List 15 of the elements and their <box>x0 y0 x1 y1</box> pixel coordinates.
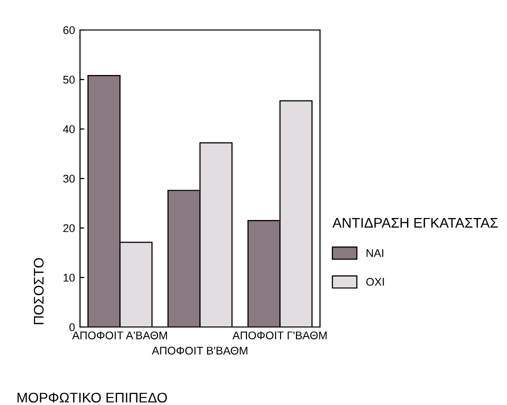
legend-label: ΝΑΙ <box>366 249 384 257</box>
y-tick-label: 40 <box>63 125 75 134</box>
y-axis-title: ΠΟΣΟΣΤΟ <box>34 258 44 324</box>
y-tick-label: 60 <box>63 26 75 34</box>
y-tick-label: 30 <box>63 174 75 183</box>
y-tick-label: 50 <box>63 76 75 84</box>
legend-title: ΑΝΤΙΔΡΑΣΗ ΕΓΚΑΤΑΣΤΑΣ <box>332 218 498 228</box>
y-tick-label: 10 <box>64 274 75 282</box>
y-tick-label: 0 <box>69 323 75 332</box>
x-tick-label: ΑΠΟΦΟΙΤ Γ'ΒΑΘΜ <box>232 331 327 340</box>
x-tick-label: ΑΠΟΦΟΙΤ Β'ΒΑΘΜ <box>152 346 248 355</box>
x-tick-label: ΑΠΟΦΟΙΤ Α'ΒΑΘΜ <box>72 331 167 340</box>
x-axis-title: ΜΟΡΦΩΤΙΚΟ ΕΠΙΠΕΔΟ <box>18 392 167 403</box>
y-tick-label: 20 <box>63 224 75 232</box>
legend-label: ΟΧΙ <box>366 278 384 286</box>
